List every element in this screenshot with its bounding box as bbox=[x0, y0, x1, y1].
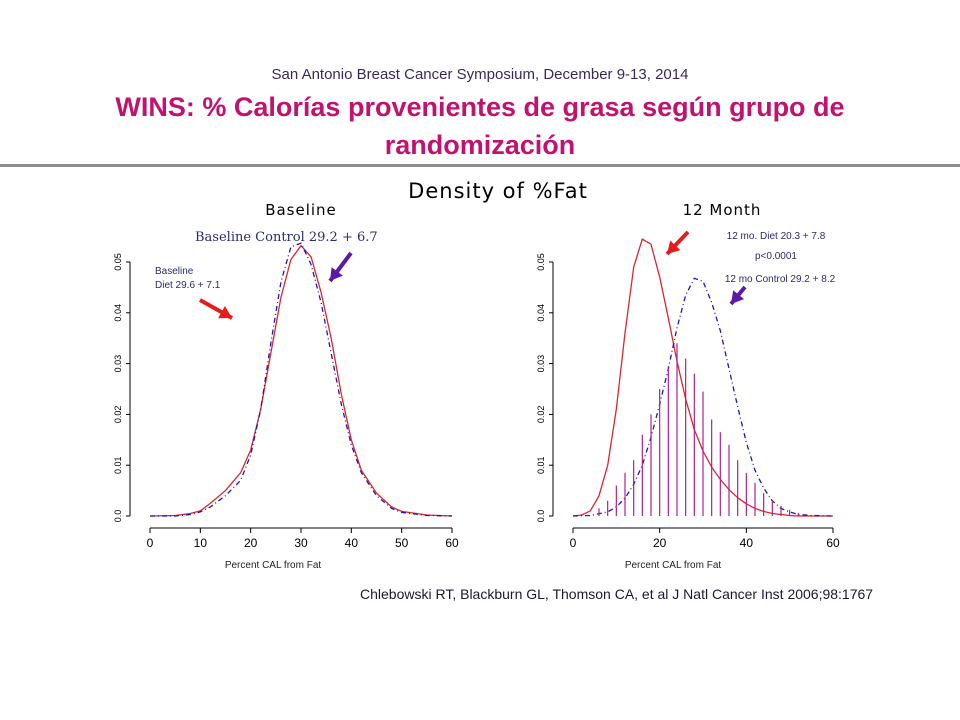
x-tick-label: 30 bbox=[294, 536, 308, 550]
baseline-diet-stats: Diet 29.6 + 7.1 bbox=[155, 280, 221, 291]
arrow-purple-baseline-head bbox=[330, 267, 343, 281]
figure-title: Density of %Fat bbox=[408, 179, 588, 203]
x-tick-label: 10 bbox=[194, 536, 208, 550]
p-value-label: p<0.0001 bbox=[755, 251, 797, 262]
y-tick-label: 0.02 bbox=[536, 406, 546, 424]
x-tick-label: 20 bbox=[244, 536, 258, 550]
citation: Chlebowski RT, Blackburn GL, Thomson CA,… bbox=[360, 586, 874, 602]
control-curve bbox=[150, 242, 453, 517]
x-tick-label: 0 bbox=[570, 536, 577, 550]
x-axis-label: Percent CAL from Fat bbox=[625, 560, 722, 571]
panel-title: Baseline bbox=[265, 201, 337, 219]
x-tick-label: 20 bbox=[653, 536, 667, 550]
title-divider bbox=[0, 164, 960, 167]
arrow-purple-12month-head bbox=[731, 290, 745, 304]
y-tick-label: 0.04 bbox=[113, 304, 123, 322]
arrow-red-baseline-head bbox=[218, 306, 232, 319]
y-tick-label: 0.03 bbox=[536, 355, 546, 373]
month12-control-label: 12 mo Control 29.2 + 8.2 bbox=[725, 274, 836, 285]
x-tick-label: 60 bbox=[445, 536, 459, 550]
x-tick-label: 40 bbox=[740, 536, 754, 550]
baseline-diet-label: Baseline bbox=[155, 266, 194, 277]
x-tick-label: 0 bbox=[147, 536, 154, 550]
symposium-line: San Antonio Breast Cancer Symposium, Dec… bbox=[271, 66, 689, 83]
x-tick-label: 50 bbox=[395, 536, 409, 550]
y-tick-label: 0.0 bbox=[113, 510, 123, 523]
x-tick-label: 60 bbox=[826, 536, 840, 550]
month12-diet-label: 12 mo. Diet 20.3 + 7.8 bbox=[727, 231, 826, 242]
y-tick-label: 0.02 bbox=[113, 406, 123, 424]
arrow-red-12month-head bbox=[667, 240, 681, 254]
y-tick-label: 0.03 bbox=[113, 355, 123, 373]
y-tick-label: 0.05 bbox=[536, 253, 546, 271]
y-tick-label: 0.0 bbox=[536, 510, 546, 523]
slide-title: WINS: % Calorías provenientes de grasa s… bbox=[115, 92, 845, 160]
x-tick-label: 40 bbox=[345, 536, 359, 550]
density-charts: Density of %Fat Baseline 0 10 20 30 40 50 60 0.0 0… bbox=[113, 179, 840, 571]
y-tick-label: 0.01 bbox=[113, 456, 123, 474]
panel-title: 12 Month bbox=[683, 201, 762, 219]
y-tick-label: 0.04 bbox=[536, 304, 546, 322]
y-tick-label: 0.01 bbox=[536, 456, 546, 474]
baseline-control-label: Baseline Control 29.2 + 6.7 bbox=[195, 230, 378, 245]
y-tick-label: 0.05 bbox=[113, 253, 123, 271]
control-curve bbox=[572, 277, 834, 517]
diet-curve bbox=[149, 244, 453, 517]
x-axis-label: Percent CAL from Fat bbox=[225, 560, 322, 571]
